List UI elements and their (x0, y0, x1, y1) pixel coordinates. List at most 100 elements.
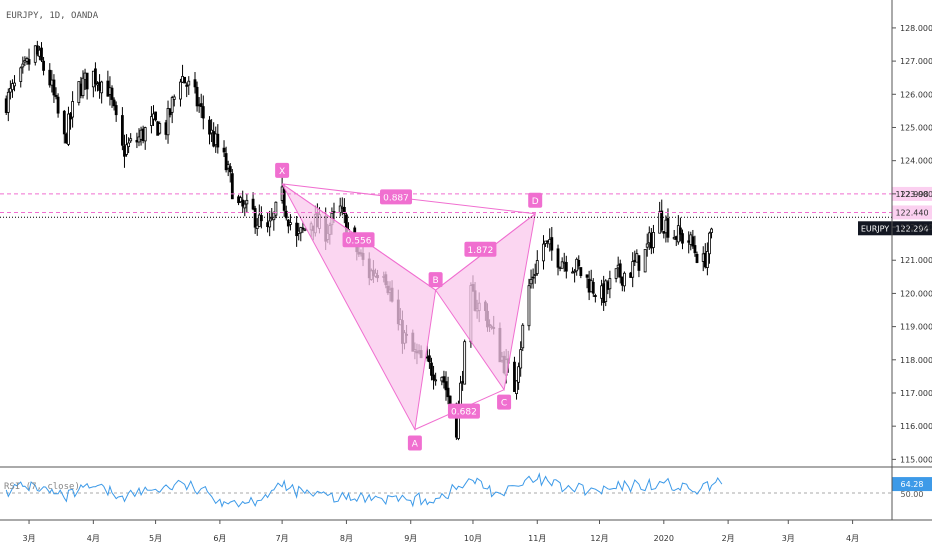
candle-body (303, 228, 307, 231)
time-tick-label: 10月 (464, 534, 482, 543)
candle-body (434, 379, 438, 382)
candle-body (564, 262, 568, 272)
candle-body (284, 210, 288, 219)
candle-body (614, 268, 618, 279)
candle-body (442, 376, 446, 383)
price-tick-label: 122.000 (900, 223, 932, 232)
time-tick-label: 8月 (340, 534, 353, 543)
candle-body (253, 208, 257, 228)
candle-body (19, 67, 23, 82)
level-tag-box (892, 186, 932, 201)
rsi-level-label: 50.00 (901, 490, 924, 499)
pattern-point-label: A (412, 439, 419, 449)
pattern-point-box (275, 162, 290, 178)
candle-body (301, 227, 305, 230)
candle-body (556, 248, 560, 268)
rsi-label: RSI (7, close) (4, 482, 80, 492)
symbol-tag-box (858, 221, 892, 236)
candle-body (295, 222, 299, 237)
candle-body (529, 279, 533, 285)
level-tag: 122.440 (895, 208, 928, 217)
candle-body (643, 249, 647, 273)
candle-body (608, 278, 612, 290)
candle-body (166, 108, 170, 136)
last-price-tag: 122.294 (895, 224, 928, 233)
candle-body (85, 72, 89, 90)
ratio-label-box (447, 403, 480, 419)
time-tick-label: 11月 (528, 534, 546, 543)
pattern-point-label: X (279, 167, 285, 177)
candle-body (577, 260, 581, 267)
candle-body (42, 60, 45, 71)
candle-body (6, 91, 10, 113)
candle-body (517, 366, 521, 383)
symbol-tag: EURJPY (861, 224, 889, 233)
ratio-label: 0.556 (346, 236, 372, 246)
pattern-point-label: D (532, 197, 539, 207)
time-tick-label: 3月 (22, 534, 35, 543)
price-tick-label: 121.000 (900, 256, 932, 265)
candle-body (446, 387, 450, 398)
candle-body (208, 119, 211, 135)
candle-body (228, 166, 232, 173)
candle-body (52, 79, 56, 96)
candle-body (338, 205, 342, 214)
candle-body (245, 199, 249, 205)
candle-body (230, 173, 234, 200)
candle-body (591, 281, 595, 294)
candle-body (183, 76, 187, 84)
candle-body (112, 99, 116, 107)
candle-body (120, 115, 124, 146)
rsi-value-tag: 64.28 (901, 480, 924, 489)
candle-body (618, 263, 622, 278)
candle-body (172, 96, 176, 100)
ratio-label-box (380, 189, 413, 205)
time-tick-label: 6月 (213, 534, 226, 543)
last-price-tag-box (892, 221, 932, 236)
candle-body (62, 110, 66, 135)
candle-body (8, 87, 12, 93)
candle-body (593, 295, 597, 297)
candle-body (143, 127, 147, 142)
candle-body (631, 261, 635, 278)
pattern-point-label: C (501, 399, 507, 409)
time-tick-label: 2020 (654, 534, 674, 543)
candle-body (125, 144, 128, 155)
candle-body (241, 199, 245, 207)
price-tick-label: 127.000 (900, 57, 932, 66)
candle-body (533, 273, 537, 276)
candle-body (573, 270, 577, 273)
candle-body (100, 81, 104, 94)
candle-body (342, 206, 346, 214)
horizontal-lines-layer: 122.998 122.440 EURJPY 122.294 (0, 186, 932, 236)
candle-body (150, 116, 153, 126)
candle-body (604, 280, 608, 303)
candle-body (114, 105, 118, 116)
price-tick-label: 119.000 (900, 323, 932, 332)
candle-body (195, 86, 199, 107)
candle-body (54, 95, 58, 97)
candle-body (56, 96, 60, 114)
candle-body (705, 251, 709, 269)
candle-body (179, 81, 182, 100)
candle-body (158, 123, 162, 134)
candle-body (268, 220, 272, 228)
candle-body (193, 79, 197, 88)
candle-body (695, 253, 699, 263)
price-tick-label: 126.000 (900, 90, 932, 99)
rsi-value-tag-box (892, 477, 932, 492)
candle-body (710, 228, 713, 233)
pattern-point-box (428, 272, 443, 288)
pattern-point-box (407, 435, 422, 451)
candle-body (681, 233, 684, 244)
candle-body (216, 133, 220, 148)
candle-body (187, 80, 191, 86)
time-tick-label: 9月 (404, 534, 417, 543)
candle-body (560, 261, 564, 269)
time-tick-label: 4月 (87, 534, 100, 543)
level-tag: 122.998 (895, 190, 928, 199)
